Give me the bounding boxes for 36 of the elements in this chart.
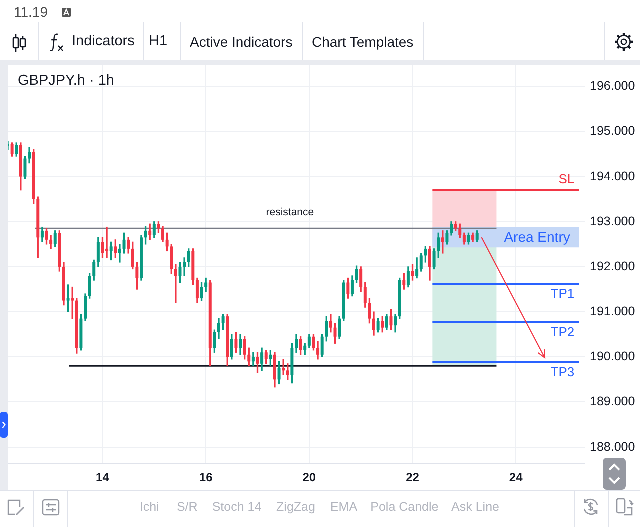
candlestick bbox=[174, 264, 178, 304]
band-label: Area Entry bbox=[504, 228, 570, 245]
text: Ask Line bbox=[452, 500, 500, 514]
y-tick-label: 190.000 bbox=[590, 350, 636, 364]
text: Pola Candle bbox=[370, 500, 439, 514]
ref-line-label: resistance bbox=[266, 206, 314, 218]
text: Chart Templates bbox=[312, 34, 414, 50]
text: S/R bbox=[176, 500, 198, 514]
text: ZigZag bbox=[276, 500, 316, 514]
text: 11.19 bbox=[14, 4, 48, 20]
x-tick-label: 22 bbox=[406, 470, 420, 485]
text: Indicators bbox=[72, 34, 135, 50]
y-tick-label: 192.000 bbox=[590, 259, 636, 274]
text: Stoch 14 bbox=[212, 500, 262, 514]
text: H1 bbox=[149, 34, 168, 50]
y-tick-label: 194.000 bbox=[590, 169, 636, 184]
ref-line-label: TP2 bbox=[550, 324, 575, 340]
text: GBPJPY.h · 1h bbox=[18, 73, 114, 90]
text: EMA bbox=[330, 500, 358, 514]
y-tick-label: 196.000 bbox=[590, 79, 636, 94]
y-tick-label: 191.000 bbox=[590, 304, 636, 319]
candlestick bbox=[118, 244, 122, 263]
ref-line-label: TP1 bbox=[550, 286, 575, 302]
x-tick-label: 24 bbox=[509, 470, 524, 485]
text: Ichi bbox=[140, 500, 160, 514]
y-tick-label: 188.000 bbox=[590, 440, 636, 454]
candlestick bbox=[183, 258, 186, 276]
y-tick-label: 189.000 bbox=[590, 394, 636, 409]
text: Active Indicators bbox=[190, 34, 293, 50]
ref-line-label: TP3 bbox=[550, 364, 575, 380]
y-tick-label: 193.000 bbox=[590, 214, 636, 228]
x-tick-label: 14 bbox=[96, 470, 110, 485]
x-tick-label: 16 bbox=[199, 470, 214, 485]
ref-line-label: SL bbox=[558, 171, 575, 186]
x-tick-label: 20 bbox=[302, 470, 316, 485]
y-tick-label: 195.000 bbox=[590, 124, 636, 138]
